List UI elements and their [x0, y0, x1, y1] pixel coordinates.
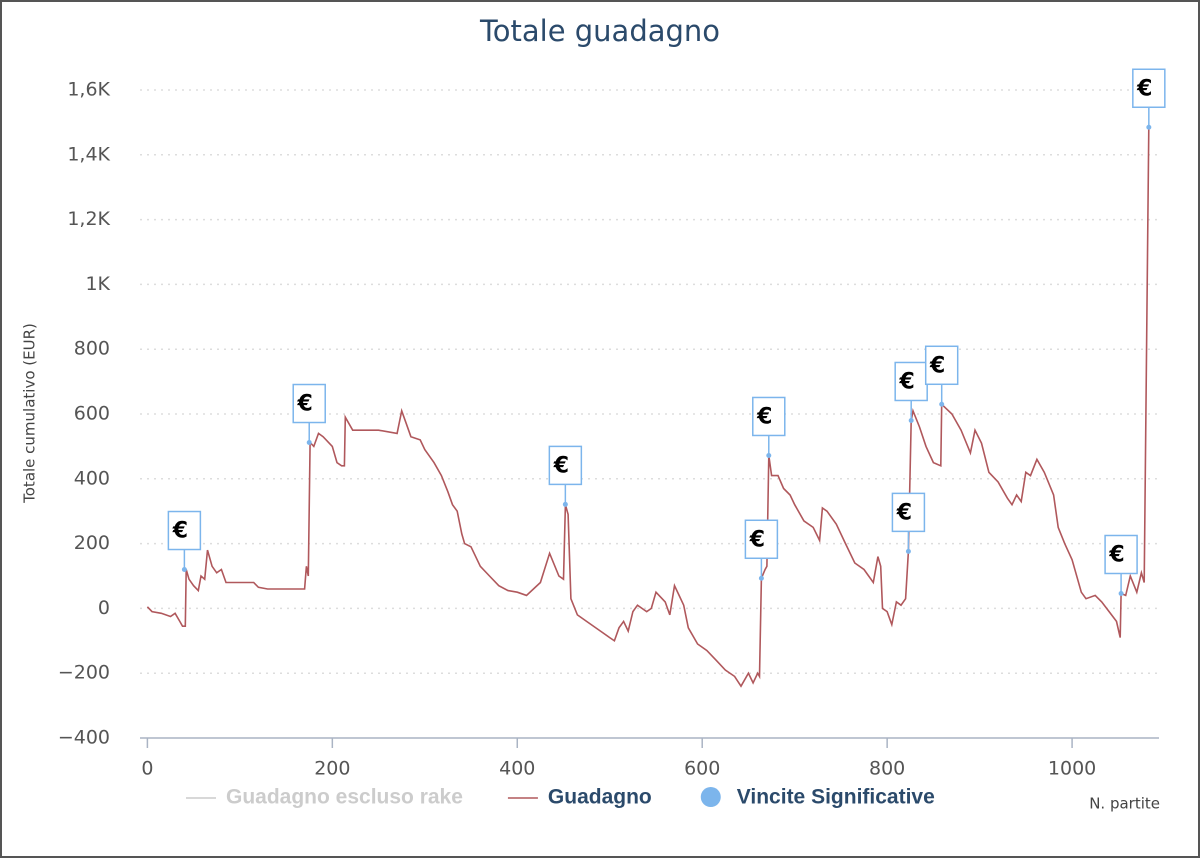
- win-point: [1118, 590, 1124, 596]
- flag-box: [894, 361, 928, 402]
- x-tick-label: 0: [141, 758, 153, 780]
- win-flag: €: [292, 383, 326, 446]
- flag-box: [924, 345, 959, 386]
- y-tick-label: 1,2K: [67, 208, 110, 230]
- legend-label: Vincite Significative: [737, 786, 935, 809]
- x-tick-label: 200: [314, 758, 350, 780]
- y-tick-label: 1,4K: [67, 143, 110, 165]
- y-tick-label: −200: [58, 662, 110, 684]
- x-tick-label: 600: [684, 758, 720, 780]
- win-point: [562, 501, 568, 507]
- win-flag: €: [1104, 534, 1138, 596]
- y-tick-label: 0: [98, 597, 110, 619]
- flag-label: €: [297, 392, 313, 417]
- legend-label: Guadagno escluso rake: [226, 786, 463, 809]
- win-flag: €: [894, 361, 928, 423]
- win-flag: €: [548, 445, 583, 507]
- x-tick-label: 800: [869, 758, 905, 780]
- win-flag: €: [744, 519, 779, 581]
- chart-title: Totale guadagno: [479, 14, 720, 48]
- y-tick-label: 600: [74, 403, 110, 425]
- win-flag: €: [752, 396, 786, 458]
- flag-box: [548, 445, 583, 486]
- win-point: [306, 440, 312, 446]
- legend-symbol: [700, 787, 721, 807]
- win-flag: €: [891, 492, 926, 554]
- flag-box: [1132, 68, 1166, 109]
- win-point: [758, 575, 764, 581]
- flag-box: [167, 510, 202, 551]
- flag-label: €: [896, 500, 912, 525]
- legend-item: Guadagno escluso rake: [186, 786, 463, 809]
- win-point: [939, 401, 945, 407]
- y-axis-label: Totale cumulativo (EUR): [21, 323, 39, 504]
- flag-box: [744, 519, 779, 560]
- y-tick-label: 1K: [85, 273, 110, 295]
- x-tick-label: 400: [499, 758, 535, 780]
- x-tick-label: 1000: [1048, 758, 1096, 780]
- y-tick-label: 400: [74, 467, 110, 489]
- flag-box: [891, 492, 926, 533]
- win-point: [908, 417, 914, 423]
- flag-label: €: [1108, 542, 1124, 567]
- flag-label: €: [172, 519, 188, 544]
- legend-label: Guadagno: [548, 786, 652, 809]
- win-flag: €: [167, 510, 202, 573]
- win-point: [181, 567, 187, 573]
- y-tick-label: −400: [58, 727, 110, 749]
- y-tick-label: 200: [74, 532, 110, 554]
- flag-box: [752, 396, 786, 437]
- legend-item: Vincite Significative: [700, 786, 935, 809]
- flag-label: €: [899, 369, 915, 394]
- y-tick-label: 800: [74, 338, 110, 360]
- win-point: [1146, 124, 1152, 130]
- x-axis-label: N. partite: [1089, 795, 1160, 813]
- win-point: [766, 452, 772, 458]
- win-flag: €: [1132, 68, 1166, 130]
- flag-label: €: [553, 453, 569, 478]
- win-flag: €: [924, 345, 959, 407]
- flag-box: [1104, 534, 1138, 575]
- win-point: [905, 548, 911, 554]
- flag-box: [292, 383, 326, 424]
- y-tick-label: 1,6K: [67, 79, 110, 101]
- flag-label: €: [1136, 76, 1152, 101]
- flag-label: €: [929, 353, 945, 378]
- flag-label: €: [749, 527, 765, 552]
- flag-label: €: [756, 404, 772, 429]
- legend-item: Guadagno: [507, 786, 652, 809]
